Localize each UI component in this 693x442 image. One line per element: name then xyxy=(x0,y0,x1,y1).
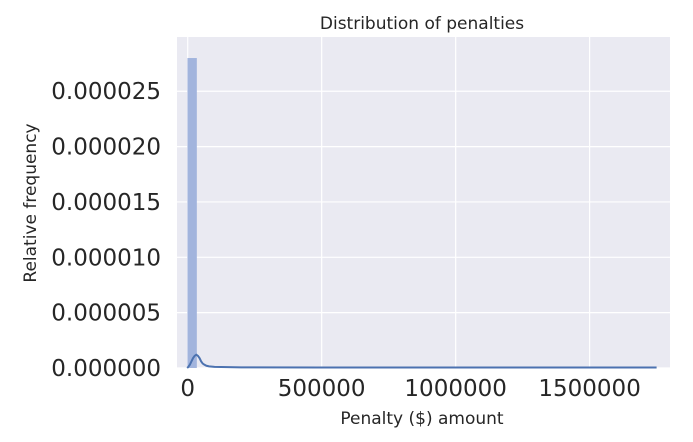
y-axis-label: Relative frequency xyxy=(21,123,41,282)
y-tick-label: 0.000010 xyxy=(51,245,161,271)
x-tick-label: 500000 xyxy=(278,376,366,402)
kde-curve xyxy=(186,353,657,369)
y-tick-label: 0.000025 xyxy=(51,79,161,105)
x-axis-label: Penalty ($) amount xyxy=(340,409,504,429)
y-tick-label: 0.000020 xyxy=(51,135,161,161)
chart-title: Distribution of penalties xyxy=(320,14,524,34)
y-gridlines xyxy=(177,90,670,369)
x-tick-label: 0 xyxy=(180,376,195,402)
histogram-bars xyxy=(187,58,197,368)
y-tick-label: 0.000005 xyxy=(51,301,161,327)
x-tick-label: 1000000 xyxy=(404,376,506,402)
y-tick-label: 0.000000 xyxy=(51,356,161,382)
x-tick-labels: 0 500000 1000000 1500000 xyxy=(180,376,640,402)
y-tick-label: 0.000015 xyxy=(51,190,161,216)
x-tick-label: 1500000 xyxy=(538,376,640,402)
y-tick-labels: 0.000000 0.000005 0.000010 0.000015 0.000020… xyxy=(51,79,161,382)
histogram-bar xyxy=(187,58,197,368)
